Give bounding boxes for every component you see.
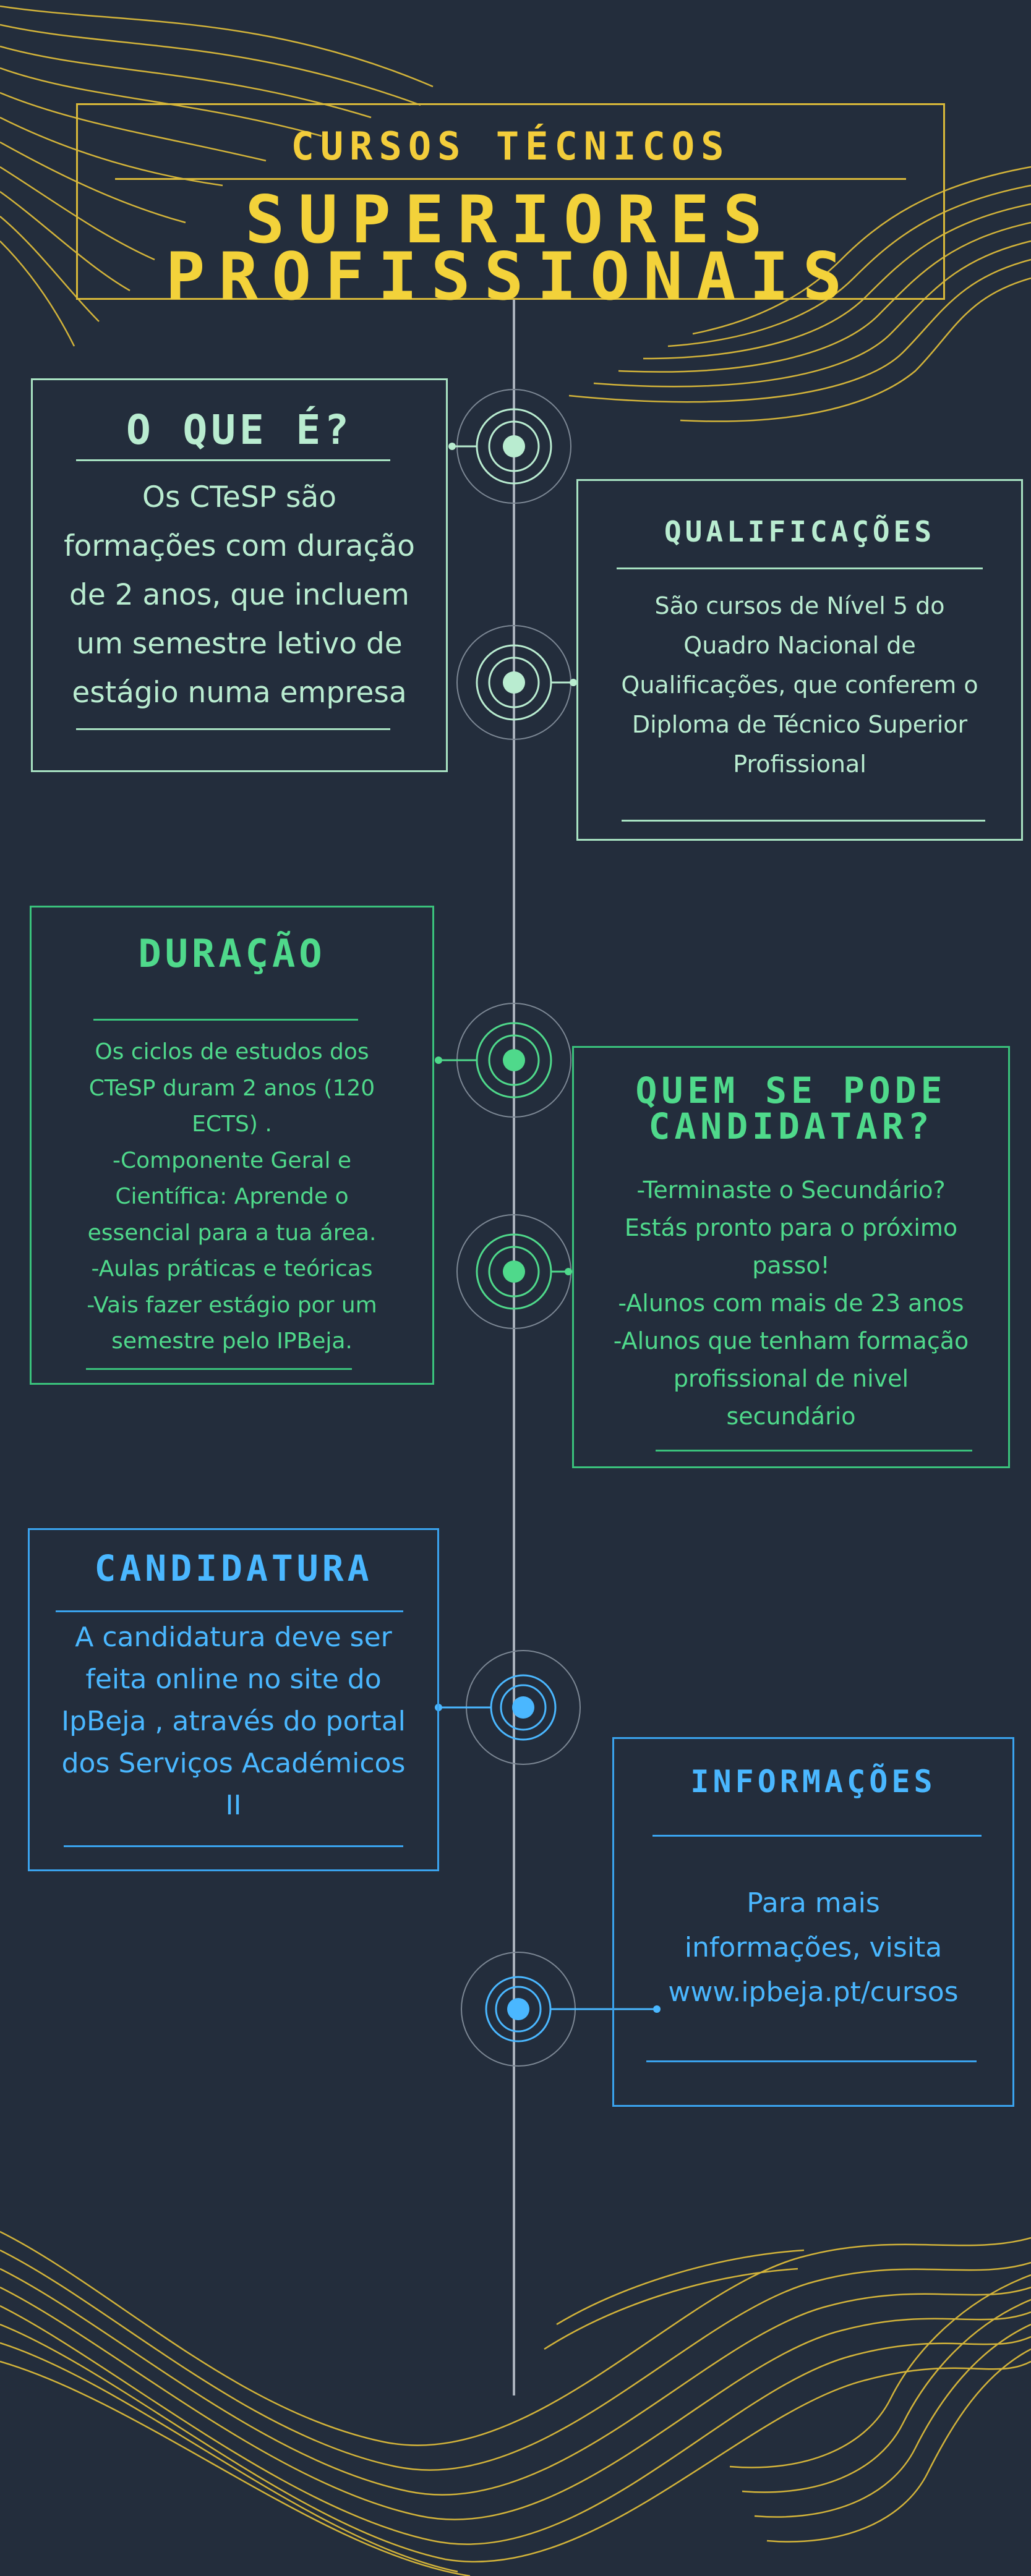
body-line: Para mais xyxy=(747,1887,880,1919)
body-line: de 2 anos, que incluem xyxy=(69,578,409,612)
card-o-que-e-body: Os CTeSP são formações com duração de 2 … xyxy=(39,473,440,717)
card-o-que-e-top-rule xyxy=(76,459,390,461)
body-line: formações com duração xyxy=(64,529,415,563)
card-quem-title-line-2: CANDIDATAR? xyxy=(648,1105,934,1147)
body-line: informações, visita xyxy=(684,1932,943,1963)
body-line: Profissional xyxy=(733,750,866,778)
card-quem-title-line-1: QUEM SE PODE xyxy=(635,1069,947,1112)
card-candidatura-title: CANDIDATURA xyxy=(94,1547,373,1589)
card-candidatura: CANDIDATURA A candidatura deve ser feita… xyxy=(28,1528,439,1871)
body-line: São cursos de Nível 5 do xyxy=(654,592,945,619)
main-title-line-2: PROFISSIONAIS xyxy=(165,239,856,315)
body-line: passo! xyxy=(752,1252,830,1279)
website-link[interactable]: www.ipbeja.pt/cursos xyxy=(668,1976,959,2008)
main-title-line-1: SUPERIORES xyxy=(245,182,776,258)
body-line: -Componente Geral e xyxy=(112,1147,352,1173)
title-top-label: CURSOS TÉCNICOS xyxy=(291,124,730,169)
timeline-node-informacoes xyxy=(461,1952,661,2067)
card-quem-bottom-rule xyxy=(656,1450,972,1452)
body-line: Estás pronto para o próximo xyxy=(624,1214,958,1241)
body-line: Os CTeSP são xyxy=(142,480,337,514)
body-line: -Alunos que tenham formação xyxy=(613,1327,969,1354)
body-line: IpBeja , através do portal xyxy=(61,1706,406,1737)
body-line: II xyxy=(225,1790,242,1821)
body-line: A candidatura deve ser xyxy=(75,1622,392,1653)
card-qualificacoes: QUALIFICAÇÕES São cursos de Nível 5 do Q… xyxy=(576,479,1023,841)
card-qualificacoes-body: São cursos de Nível 5 do Quadro Nacional… xyxy=(583,586,1016,784)
body-line: Qualificações, que conferem o xyxy=(621,671,978,699)
timeline-line xyxy=(513,300,515,2395)
card-informacoes-body: Para mais informações, visita www.ipbeja… xyxy=(619,1881,1007,2015)
body-line: -Vais fazer estágio por um xyxy=(87,1292,377,1318)
card-candidatura-top-rule xyxy=(56,1610,403,1612)
body-line: CTeSP duram 2 anos (120 xyxy=(88,1075,375,1101)
card-quem-title: QUEM SE PODE CANDIDATAR? xyxy=(574,1073,1008,1144)
card-qualificacoes-bottom-rule xyxy=(622,820,985,822)
body-line: secundário xyxy=(726,1403,856,1430)
card-o-que-e-title: O QUE É? xyxy=(126,406,353,454)
body-line: estágio numa empresa xyxy=(72,676,407,710)
card-qualificacoes-top-rule xyxy=(617,567,983,569)
card-informacoes-bottom-rule xyxy=(646,2060,977,2062)
card-duracao: DURAÇÃO Os ciclos de estudos dos CTeSP d… xyxy=(30,906,434,1385)
main-title: SUPERIORES PROFISSIONAIS xyxy=(78,182,943,315)
card-candidatura-body: A candidatura deve ser feita online no s… xyxy=(35,1617,432,1827)
timeline-node-quem xyxy=(456,1214,572,1329)
body-line: -Alunos com mais de 23 anos xyxy=(618,1290,964,1317)
card-qualificacoes-title: QUALIFICAÇÕES xyxy=(664,515,936,548)
card-informacoes-title: INFORMAÇÕES xyxy=(690,1764,936,1800)
body-line: semestre pelo IPBeja. xyxy=(111,1328,353,1354)
title-divider xyxy=(115,178,906,180)
card-informacoes: INFORMAÇÕES Para mais informações, visit… xyxy=(612,1737,1014,2107)
body-line: ECTS) . xyxy=(192,1112,272,1137)
body-line: Científica: Aprende o xyxy=(115,1184,349,1209)
card-informacoes-top-rule xyxy=(652,1835,982,1837)
card-o-que-e-bottom-rule xyxy=(76,728,390,730)
body-line: essencial para a tua área. xyxy=(87,1220,377,1246)
timeline-node-o-que-e xyxy=(448,389,571,504)
card-candidatura-bottom-rule xyxy=(64,1845,403,1847)
body-line: feita online no site do xyxy=(85,1664,382,1695)
card-duracao-body: Os ciclos de estudos dos CTeSP duram 2 a… xyxy=(36,1034,427,1360)
body-line: Quadro Nacional de xyxy=(683,632,916,659)
timeline-node-qualificacoes xyxy=(456,625,577,740)
card-duracao-bottom-rule xyxy=(86,1368,352,1370)
body-line: dos Serviços Académicos xyxy=(61,1748,406,1779)
title-frame: CURSOS TÉCNICOS SUPERIORES PROFISSIONAIS xyxy=(76,103,945,310)
timeline-node-candidatura xyxy=(435,1650,581,1765)
body-line: profissional de nivel xyxy=(673,1365,909,1392)
body-line: -Terminaste o Secundário? xyxy=(636,1176,946,1204)
body-line: Os ciclos de estudos dos xyxy=(95,1039,369,1065)
card-duracao-top-rule xyxy=(93,1019,358,1021)
card-quem-body: -Terminaste o Secundário? Estás pronto p… xyxy=(579,1171,1003,1435)
body-line: um semestre letivo de xyxy=(76,627,403,661)
body-line: -Aulas práticas e teóricas xyxy=(91,1256,373,1282)
card-quem-se-pode-candidatar: QUEM SE PODE CANDIDATAR? -Terminaste o S… xyxy=(572,1046,1010,1468)
card-o-que-e: O QUE É? Os CTeSP são formações com dura… xyxy=(31,378,448,772)
body-line: Diploma de Técnico Superior xyxy=(631,711,968,738)
card-duracao-title: DURAÇÃO xyxy=(138,931,326,976)
timeline-node-duracao xyxy=(435,1003,571,1118)
